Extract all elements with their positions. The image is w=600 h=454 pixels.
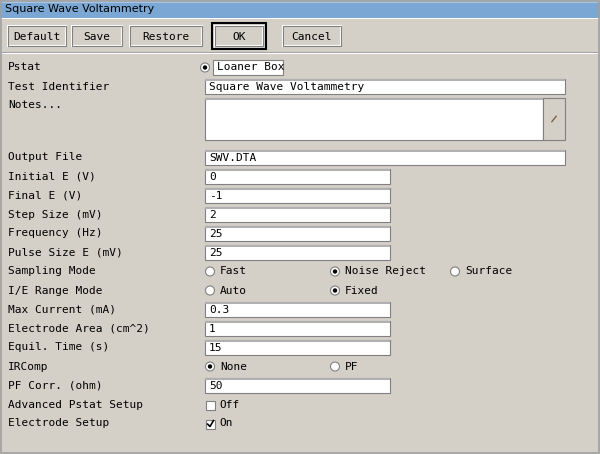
Text: PF: PF xyxy=(345,361,359,371)
Bar xyxy=(215,26,263,46)
Bar xyxy=(205,245,390,260)
Text: 0.3: 0.3 xyxy=(209,305,229,315)
Bar xyxy=(205,302,390,317)
Text: Default: Default xyxy=(13,31,61,41)
Bar xyxy=(205,340,390,355)
Circle shape xyxy=(205,286,215,295)
Text: Max Current (mA): Max Current (mA) xyxy=(8,305,116,315)
Text: Output File: Output File xyxy=(8,153,82,163)
Text: Fast: Fast xyxy=(220,266,247,276)
Text: Final E (V): Final E (V) xyxy=(8,191,82,201)
Circle shape xyxy=(333,269,337,274)
Bar xyxy=(205,378,390,380)
Text: 15: 15 xyxy=(209,343,223,353)
Bar xyxy=(205,321,390,336)
Circle shape xyxy=(205,267,215,276)
Circle shape xyxy=(208,364,212,369)
Text: Save: Save xyxy=(83,31,110,41)
Bar xyxy=(206,400,215,410)
Bar xyxy=(205,169,390,171)
Bar xyxy=(205,378,390,393)
Text: Off: Off xyxy=(219,400,239,410)
Bar xyxy=(205,188,390,203)
Bar xyxy=(0,0,600,3)
Circle shape xyxy=(203,65,207,70)
Bar xyxy=(213,60,283,75)
Bar xyxy=(8,26,66,46)
Bar xyxy=(205,207,390,208)
Text: Loaner Box: Loaner Box xyxy=(217,63,284,73)
Bar xyxy=(205,169,390,184)
Bar xyxy=(72,26,122,46)
Text: Advanced Pstat Setup: Advanced Pstat Setup xyxy=(8,400,143,410)
Bar xyxy=(205,79,565,94)
Text: OK: OK xyxy=(232,31,246,41)
Text: Auto: Auto xyxy=(220,286,247,296)
Bar xyxy=(205,226,390,227)
Bar xyxy=(205,188,390,189)
Bar xyxy=(0,0,600,18)
Bar xyxy=(205,79,565,80)
Bar xyxy=(205,340,390,341)
Circle shape xyxy=(205,362,215,371)
Bar xyxy=(205,226,390,241)
Bar xyxy=(130,26,202,46)
Text: Square Wave Voltammetry: Square Wave Voltammetry xyxy=(5,4,154,14)
Text: Fixed: Fixed xyxy=(345,286,379,296)
Text: Electrode Area (cm^2): Electrode Area (cm^2) xyxy=(8,324,150,334)
Bar xyxy=(205,302,390,304)
Text: SWV.DTA: SWV.DTA xyxy=(209,153,256,163)
Circle shape xyxy=(333,288,337,293)
Bar xyxy=(212,23,266,49)
Text: I/E Range Mode: I/E Range Mode xyxy=(8,286,103,296)
Text: PF Corr. (ohm): PF Corr. (ohm) xyxy=(8,380,103,390)
Bar xyxy=(205,98,543,140)
Bar xyxy=(72,26,122,46)
Text: Noise Reject: Noise Reject xyxy=(345,266,426,276)
Bar xyxy=(206,419,215,429)
Bar xyxy=(130,26,202,46)
Text: Pulse Size E (mV): Pulse Size E (mV) xyxy=(8,247,123,257)
Circle shape xyxy=(200,63,209,72)
Bar xyxy=(543,98,565,140)
Bar xyxy=(205,150,565,152)
Text: Cancel: Cancel xyxy=(292,31,332,41)
Bar xyxy=(205,321,390,322)
Text: 50: 50 xyxy=(209,381,223,391)
Text: Initial E (V): Initial E (V) xyxy=(8,172,96,182)
Text: -1: -1 xyxy=(209,191,223,201)
Circle shape xyxy=(331,267,340,276)
Text: 25: 25 xyxy=(209,248,223,258)
Circle shape xyxy=(331,362,340,371)
Bar xyxy=(283,26,341,46)
Text: 2: 2 xyxy=(209,210,216,220)
Text: Step Size (mV): Step Size (mV) xyxy=(8,209,103,219)
Text: Restore: Restore xyxy=(142,31,190,41)
Text: Square Wave Voltammetry: Square Wave Voltammetry xyxy=(209,82,364,92)
Bar xyxy=(8,26,66,46)
Text: Sampling Mode: Sampling Mode xyxy=(8,266,96,276)
Text: Equil. Time (s): Equil. Time (s) xyxy=(8,342,109,352)
Bar xyxy=(283,26,341,46)
Text: IRComp: IRComp xyxy=(8,361,49,371)
Bar xyxy=(205,150,565,165)
Text: Pstat: Pstat xyxy=(8,63,42,73)
Bar xyxy=(215,26,263,46)
Text: Frequency (Hz): Frequency (Hz) xyxy=(8,228,103,238)
Bar xyxy=(205,245,390,247)
Text: Electrode Setup: Electrode Setup xyxy=(8,419,109,429)
Text: Notes...: Notes... xyxy=(8,100,62,110)
Text: None: None xyxy=(220,361,247,371)
Text: 1: 1 xyxy=(209,324,216,334)
Text: 0: 0 xyxy=(209,172,216,182)
Text: On: On xyxy=(219,419,233,429)
Circle shape xyxy=(331,286,340,295)
Bar xyxy=(205,98,543,99)
Text: Test Identifier: Test Identifier xyxy=(8,82,109,92)
Bar xyxy=(0,18,600,19)
Text: Surface: Surface xyxy=(465,266,512,276)
Circle shape xyxy=(451,267,460,276)
Bar xyxy=(205,207,390,222)
Text: 25: 25 xyxy=(209,229,223,239)
